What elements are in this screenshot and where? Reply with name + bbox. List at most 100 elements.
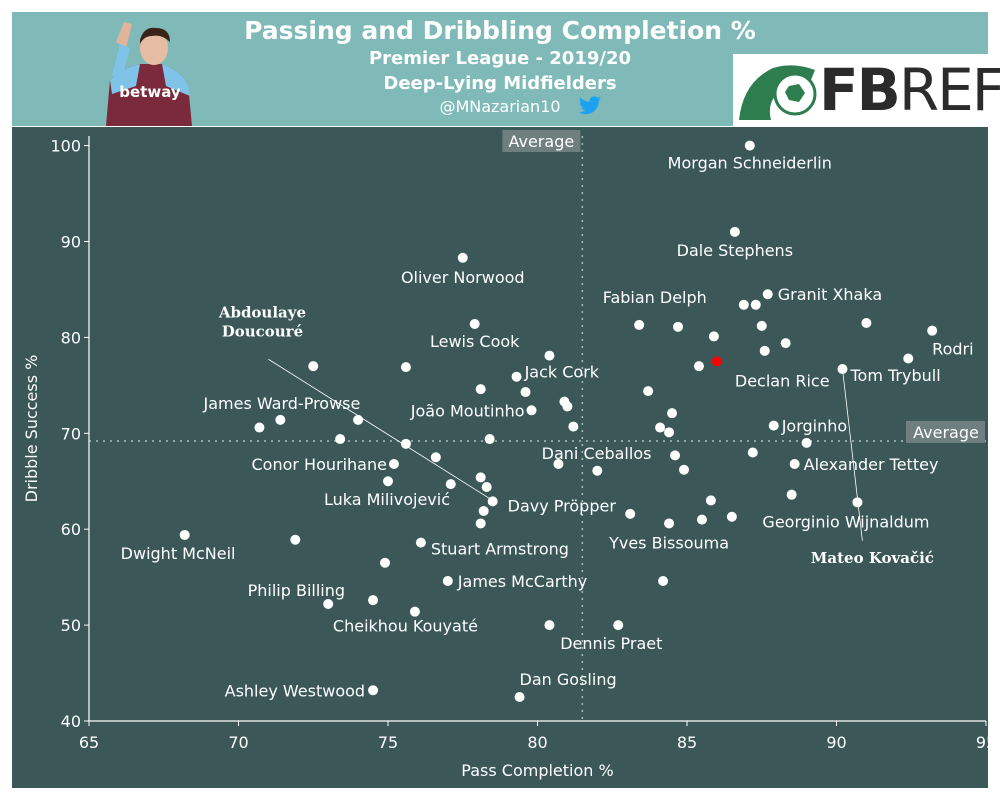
data-point bbox=[368, 595, 379, 606]
data-point bbox=[861, 318, 872, 329]
average-lines: Average Average bbox=[89, 130, 986, 721]
data-point bbox=[708, 331, 719, 342]
scatter-chart: Average Average 65 70 75 80 85 90 95 40 50 60 70 80 9… bbox=[12, 127, 988, 788]
data-point bbox=[664, 518, 675, 529]
data-point bbox=[400, 362, 411, 373]
data-point bbox=[768, 420, 779, 431]
data-point bbox=[409, 606, 420, 617]
annotation-leader-line bbox=[268, 358, 493, 501]
data-point bbox=[475, 472, 486, 483]
twitter-handle: @MNazarian10 bbox=[439, 97, 561, 116]
annotation-label: Mateo Kovačić bbox=[811, 549, 934, 567]
data-point bbox=[323, 599, 334, 609]
data-points bbox=[179, 140, 938, 703]
data-point bbox=[335, 434, 346, 445]
point-label: Conor Hourihane bbox=[252, 455, 387, 474]
x-axis-label: Pass Completion % bbox=[461, 761, 613, 780]
data-point bbox=[353, 414, 364, 425]
football-icon bbox=[739, 65, 817, 120]
data-point bbox=[388, 458, 399, 469]
point-label: Davy Pröpper bbox=[508, 496, 617, 515]
data-point bbox=[457, 252, 468, 263]
data-point bbox=[670, 450, 681, 461]
point-label: James Ward-Prowse bbox=[203, 394, 361, 413]
twitter-bird-icon bbox=[579, 96, 601, 115]
point-label: Declan Rice bbox=[735, 371, 830, 390]
point-label: Rodri bbox=[932, 340, 973, 359]
data-point bbox=[553, 458, 564, 469]
data-point bbox=[852, 497, 863, 508]
y-tick-label: 40 bbox=[61, 712, 81, 731]
data-point bbox=[927, 325, 938, 336]
chart-subtitle-position: Deep-Lying Midfielders bbox=[383, 73, 617, 94]
fbref-logo-fb: FB bbox=[819, 56, 901, 124]
y-tick-label: 50 bbox=[61, 616, 81, 635]
chart-title: Passing and Dribbling Completion % bbox=[244, 16, 756, 45]
data-point bbox=[179, 529, 190, 540]
data-point bbox=[613, 620, 624, 631]
point-label: Philip Billing bbox=[248, 581, 345, 600]
data-point bbox=[693, 361, 704, 372]
point-label: Dwight McNeil bbox=[121, 544, 236, 563]
data-point bbox=[290, 534, 301, 545]
annotation-leader-line bbox=[842, 368, 863, 541]
point-label: Fabian Delph bbox=[603, 288, 707, 307]
data-point bbox=[762, 289, 773, 300]
y-axis-label: Dribble Success % bbox=[22, 355, 41, 503]
data-point bbox=[308, 361, 319, 372]
data-point bbox=[634, 319, 645, 330]
data-point bbox=[747, 447, 758, 458]
point-label: Jack Cork bbox=[524, 363, 600, 382]
data-point bbox=[275, 414, 286, 425]
point-label: Cheikhou Kouyaté bbox=[333, 617, 478, 636]
data-point bbox=[789, 458, 800, 469]
point-label: Georginio Wijnaldum bbox=[762, 512, 929, 531]
average-y-label-bg bbox=[906, 420, 985, 443]
axes: 65 70 75 80 85 90 95 40 50 60 70 80 90 100 Pass Comple… bbox=[22, 136, 988, 780]
x-tick-label: 75 bbox=[378, 733, 398, 752]
point-label: Stuart Armstrong bbox=[431, 540, 569, 559]
data-point bbox=[415, 537, 426, 548]
shirt-sponsor: betway bbox=[119, 83, 181, 101]
point-label: Granit Xhaka bbox=[778, 285, 882, 304]
point-label: Dan Gosling bbox=[520, 670, 617, 689]
point-label: Ashley Westwood bbox=[225, 681, 365, 700]
data-point bbox=[592, 465, 603, 476]
data-point bbox=[487, 496, 498, 507]
y-tick-label: 80 bbox=[61, 328, 81, 347]
x-tick-label: 85 bbox=[677, 733, 697, 752]
point-label: Lewis Cook bbox=[430, 332, 520, 351]
player-photo-icon: betway bbox=[106, 22, 192, 126]
data-point bbox=[667, 408, 678, 419]
x-tick-label: 65 bbox=[79, 733, 99, 752]
point-label: Luka Milivojević bbox=[324, 490, 450, 509]
data-point bbox=[903, 353, 914, 364]
point-label: Oliver Norwood bbox=[401, 268, 525, 287]
data-point bbox=[696, 514, 707, 525]
data-point bbox=[475, 518, 486, 529]
data-point bbox=[400, 438, 411, 449]
data-point bbox=[726, 511, 737, 522]
average-x-label-bg bbox=[502, 130, 581, 152]
point-label: Yves Bissouma bbox=[608, 533, 729, 552]
data-point bbox=[511, 371, 522, 382]
point-label: James McCarthy bbox=[457, 572, 587, 591]
fbref-logo-ref: REF bbox=[898, 56, 1000, 124]
annotation-label: Abdoulaye bbox=[218, 303, 306, 321]
point-label: Jorginho bbox=[781, 417, 847, 436]
data-point bbox=[442, 575, 453, 586]
x-tick-label: 95 bbox=[976, 733, 988, 752]
data-point bbox=[837, 364, 848, 375]
y-tick-label: 60 bbox=[61, 520, 81, 539]
data-point bbox=[786, 489, 797, 500]
data-point bbox=[673, 321, 684, 332]
data-point bbox=[430, 452, 441, 463]
fbref-logo: FBREF bbox=[733, 54, 1000, 127]
data-point bbox=[562, 401, 573, 412]
data-point bbox=[514, 692, 525, 703]
data-point bbox=[568, 421, 579, 432]
point-labels: Morgan Schneiderlin Dale Stephens Oliver N… bbox=[121, 154, 974, 701]
data-point bbox=[679, 464, 690, 475]
x-tick-label: 80 bbox=[527, 733, 547, 752]
